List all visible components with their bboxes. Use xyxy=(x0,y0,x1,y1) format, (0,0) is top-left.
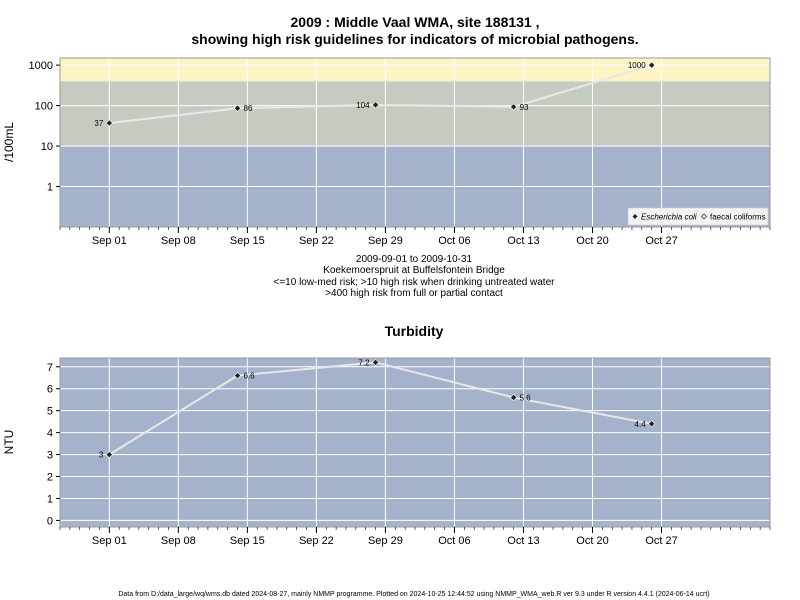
x-tick-label: Oct 27 xyxy=(645,535,677,547)
x-tick-label: Sep 15 xyxy=(230,235,265,247)
data-point xyxy=(509,103,518,111)
x-tick-label: Oct 06 xyxy=(438,535,470,547)
subtitle-line-4: >400 high risk from full or partial cont… xyxy=(325,288,503,299)
data-point xyxy=(509,393,518,402)
data-point xyxy=(648,420,656,428)
data-label: 37 xyxy=(94,119,103,128)
turbidity-y-axis-label: NTU xyxy=(2,430,16,455)
data-label: 3 xyxy=(99,451,104,460)
microbial-chart-title-line2: showing high risk guidelines for indicat… xyxy=(191,31,638,47)
y-tick-label: 1000 xyxy=(29,60,53,72)
turbidity-chart-title: Turbidity xyxy=(385,323,444,339)
y-tick-label: 7 xyxy=(47,362,53,374)
x-tick-label: Sep 22 xyxy=(299,235,334,247)
legend-item-ecoli: Escherichia coli xyxy=(641,213,697,222)
footer-note: Data from D:/data_large/wq/wms.db dated … xyxy=(118,591,709,598)
y-tick-label: 10 xyxy=(41,141,53,153)
risk-band-2 xyxy=(60,58,770,82)
y-tick-label: 100 xyxy=(35,101,53,113)
subtitle-line-3: <=10 low-med risk; >10 high risk when dr… xyxy=(274,277,556,288)
x-tick-label: Sep 01 xyxy=(92,235,127,247)
data-label: 7.2 xyxy=(358,358,370,367)
data-point xyxy=(105,119,113,127)
x-tick-label: Oct 13 xyxy=(507,535,539,547)
data-label: 86 xyxy=(244,104,253,113)
data-point xyxy=(233,371,242,380)
data-point xyxy=(233,104,242,112)
legend-filled-diamond-icon xyxy=(632,214,638,219)
y-tick-label: 6 xyxy=(47,384,53,396)
legend-item-faecal-coliforms: faecal coliforms xyxy=(710,213,766,222)
subtitle-line-1: 2009-09-01 to 2009-10-31 xyxy=(356,254,473,265)
data-label: 5.6 xyxy=(520,394,532,403)
data-label: 6.6 xyxy=(244,372,256,381)
x-tick-label: Sep 15 xyxy=(230,535,265,547)
y-tick-label: 0 xyxy=(47,515,53,527)
data-point xyxy=(105,450,113,459)
data-point xyxy=(371,358,380,367)
x-tick-label: Sep 29 xyxy=(368,535,403,547)
y-tick-label: 4 xyxy=(47,428,53,440)
y-tick-label: 1 xyxy=(47,182,53,194)
x-tick-label: Oct 06 xyxy=(438,235,470,247)
risk-band-1 xyxy=(60,81,770,147)
y-tick-label: 5 xyxy=(47,406,53,418)
data-label: 1000 xyxy=(628,61,646,70)
legend-box xyxy=(627,207,769,226)
x-tick-label: Oct 13 xyxy=(507,235,539,247)
microbial-chart-title-line1: 2009 : Middle Vaal WMA, site 188131 , xyxy=(291,14,540,30)
data-point xyxy=(371,101,380,109)
x-tick-label: Sep 29 xyxy=(368,235,403,247)
data-label: 104 xyxy=(356,101,370,110)
x-tick-label: Sep 08 xyxy=(161,235,196,247)
data-label: 4.4 xyxy=(635,420,647,429)
turbidity-plot-panel: 0 1 2 3 4 5 6 7 Sep 01 Sep 08 Sep 15 Sep 22 Sep 29 Oc… xyxy=(47,357,771,547)
plot-background xyxy=(60,358,770,527)
y-tick-label: 1 xyxy=(47,493,53,505)
y-tick-label: 2 xyxy=(47,472,53,484)
y-tick-label: 3 xyxy=(47,450,53,462)
microbial-plot-panel: 1 10 100 1000 Sep 01 Sep 08 Sep 15 Sep 22 Sep 29… xyxy=(29,57,771,247)
x-tick-label: Sep 08 xyxy=(161,535,196,547)
legend-open-diamond-icon xyxy=(701,213,707,220)
microbial-y-axis-label: /100mL xyxy=(2,122,16,162)
x-tick-label: Sep 22 xyxy=(299,535,334,547)
data-label: 93 xyxy=(520,103,529,112)
x-tick-label: Oct 20 xyxy=(576,235,608,247)
x-tick-label: Oct 27 xyxy=(645,235,677,247)
subtitle-line-2: Koekemoerspruit at Buffelsfontein Bridge xyxy=(323,265,505,276)
x-tick-label: Oct 20 xyxy=(576,535,608,547)
x-tick-label: Sep 01 xyxy=(92,535,127,547)
data-point xyxy=(648,61,656,69)
